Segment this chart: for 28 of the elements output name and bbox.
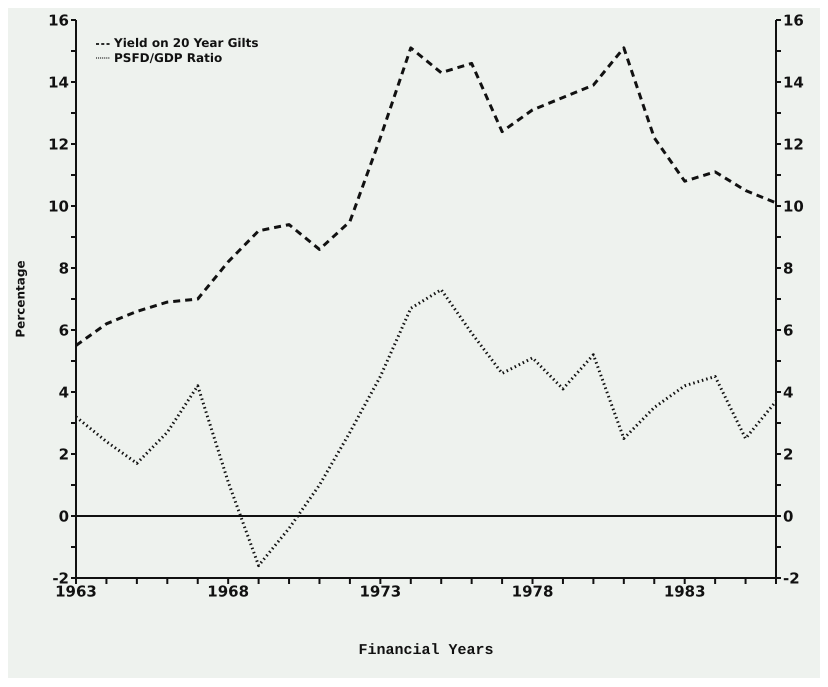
y-tick-label: 2 — [58, 445, 69, 464]
y-tick-label: 8 — [58, 259, 69, 278]
x-tick-label: 1963 — [55, 582, 97, 601]
x-tick-label: 1978 — [512, 582, 554, 601]
y2-tick-label: 14 — [783, 73, 804, 92]
y-tick-label: 10 — [48, 197, 69, 216]
y2-tick-label: 10 — [783, 197, 804, 216]
y-tick-label: 16 — [48, 11, 69, 30]
y2-tick-label: 0 — [783, 507, 794, 526]
y-axis-title: Percentage — [13, 260, 28, 338]
y2-tick-label: 2 — [783, 445, 794, 464]
x-axis-title: Financial Years — [358, 642, 494, 659]
y2-tick-label: 8 — [783, 259, 794, 278]
y2-tick-label: -2 — [783, 569, 800, 588]
y2-tick-label: 12 — [783, 135, 804, 154]
y-tick-label: 14 — [48, 73, 69, 92]
x-tick-label: 1973 — [359, 582, 402, 601]
y-tick-label: 0 — [58, 507, 69, 526]
y2-tick-label: 6 — [783, 321, 794, 340]
x-tick-label: 1983 — [664, 582, 706, 601]
legend-label: Yield on 20 Year Gilts — [114, 36, 259, 50]
y-tick-label: 4 — [58, 383, 69, 402]
legend-label: PSFD/GDP Ratio — [114, 50, 222, 65]
y-tick-label: 12 — [48, 135, 69, 154]
y-tick-label: 6 — [58, 321, 69, 340]
y2-tick-label: 16 — [783, 11, 804, 30]
x-tick-label: 1968 — [207, 582, 250, 601]
y2-tick-label: 4 — [783, 383, 794, 402]
